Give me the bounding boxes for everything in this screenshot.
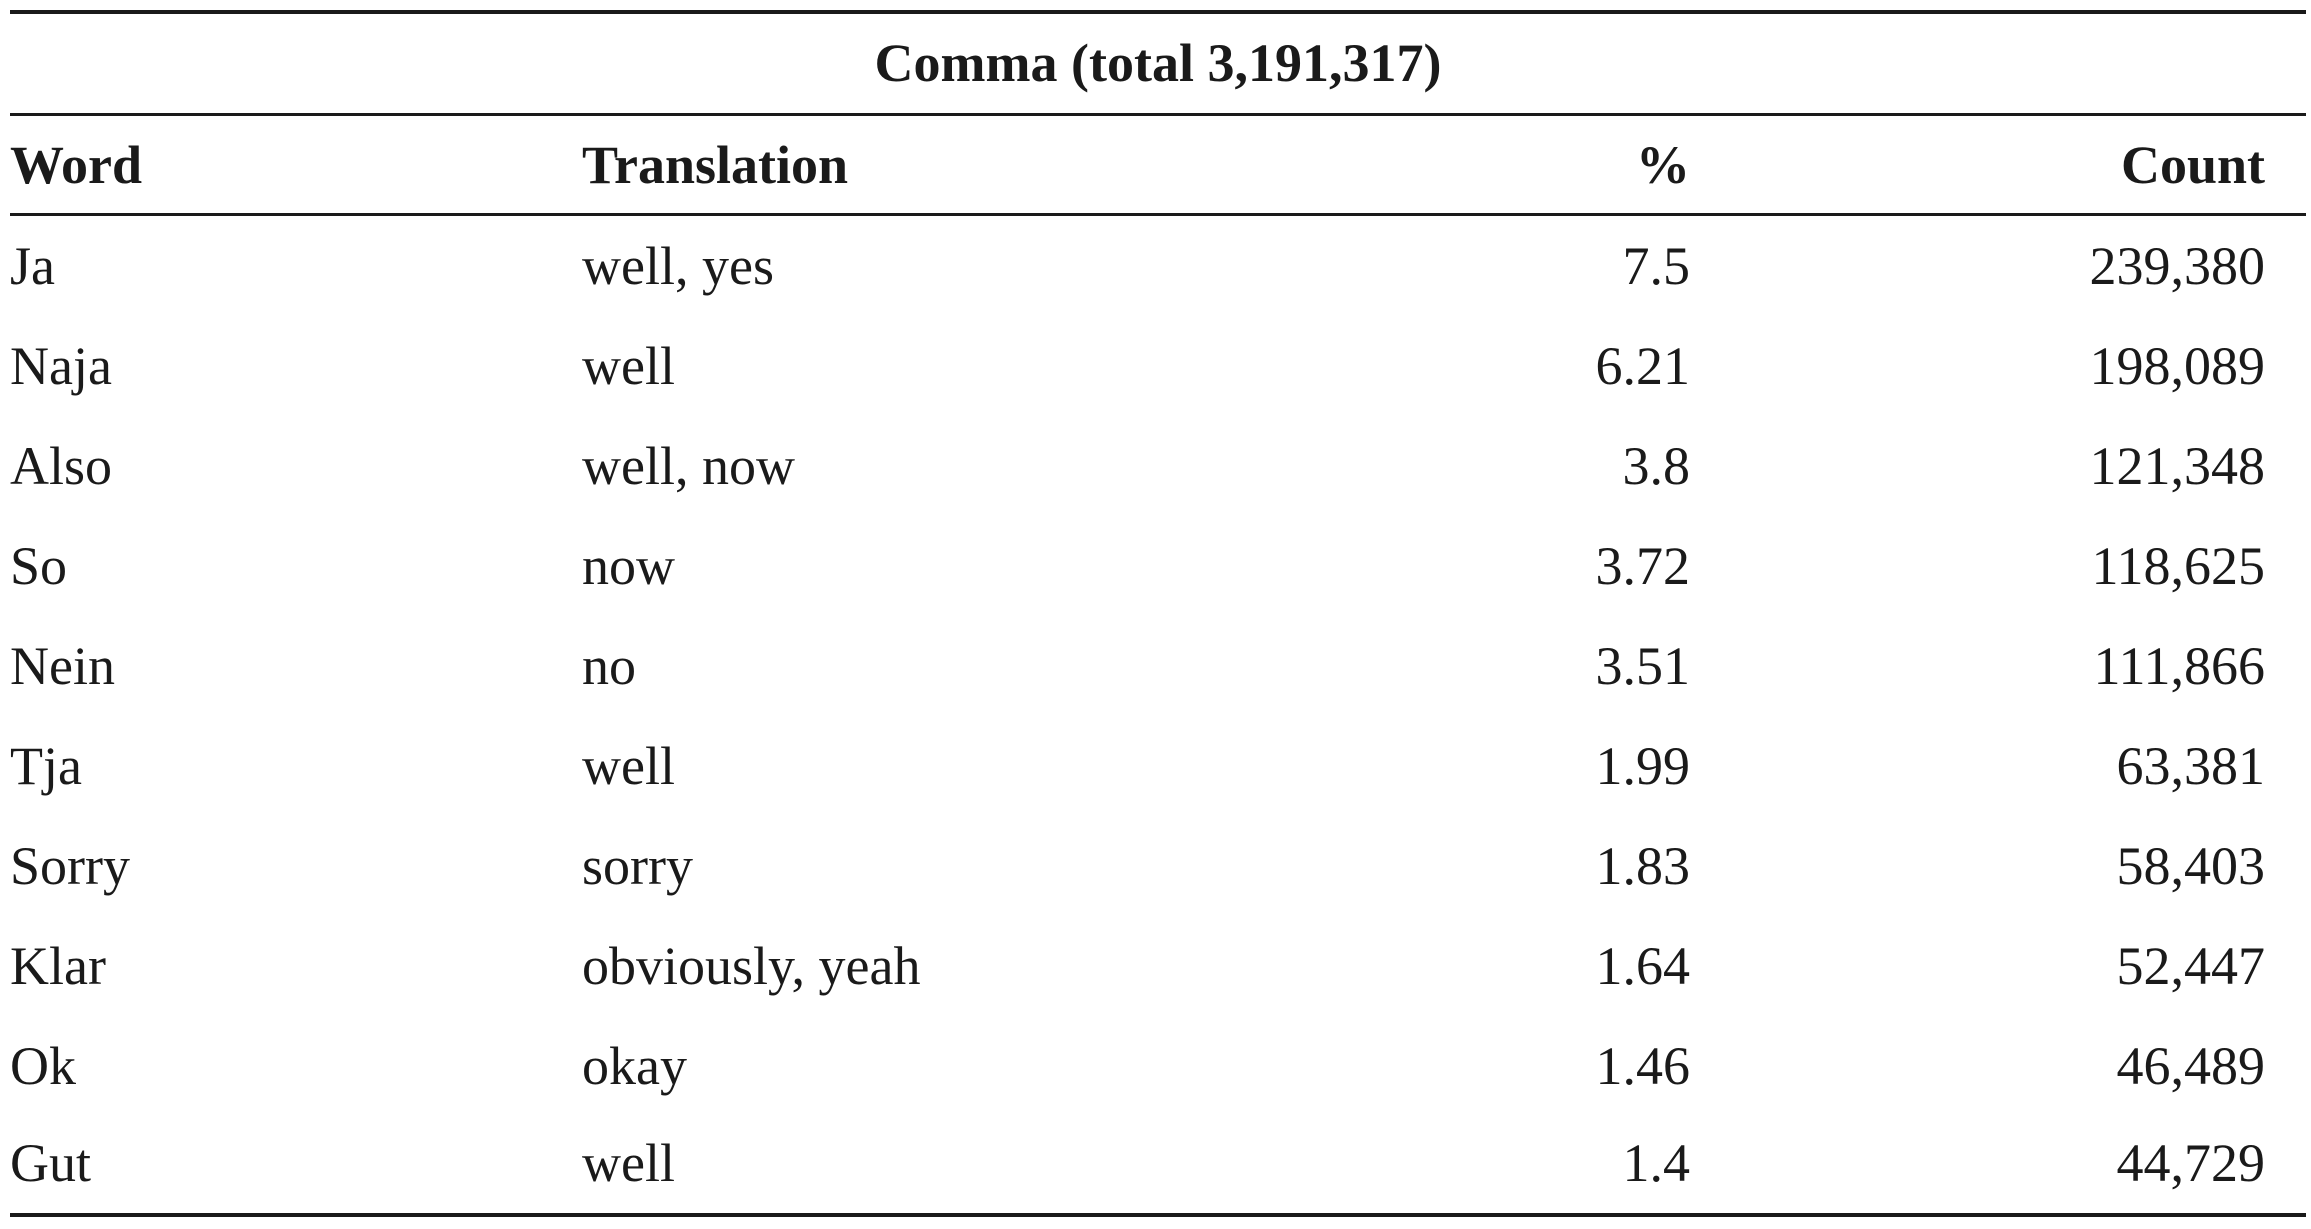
- cell-percent: 3.51: [1595, 636, 1691, 696]
- table-row: Klar obviously, yeah 1.64 52,447: [10, 916, 2306, 1016]
- table-row: Tja well 1.99 63,381: [10, 716, 2306, 816]
- cell-word: Tja: [10, 736, 82, 796]
- cell-count: 52,447: [2116, 936, 2266, 996]
- cell-word: Nein: [10, 636, 115, 696]
- top-rule: [10, 10, 2306, 14]
- table-row: Also well, now 3.8 121,348: [10, 416, 2306, 516]
- cell-count: 58,403: [2116, 836, 2266, 896]
- cell-percent: 7.5: [1622, 236, 1691, 296]
- cell-translation: well: [582, 336, 675, 396]
- cell-percent: 1.83: [1595, 836, 1691, 896]
- header-percent: %: [1636, 134, 1690, 195]
- table-row: Naja well 6.21 198,089: [10, 316, 2306, 416]
- cell-translation: well, now: [582, 436, 795, 496]
- cell-translation: well, yes: [582, 236, 774, 296]
- cell-translation: no: [582, 636, 636, 696]
- cell-translation: okay: [582, 1036, 687, 1096]
- cell-translation: sorry: [582, 836, 693, 896]
- cell-count: 118,625: [2091, 536, 2266, 596]
- cell-percent: 3.8: [1622, 436, 1691, 496]
- header-count: Count: [2120, 134, 2265, 195]
- table-row: Ja well, yes 7.5 239,380: [10, 216, 2306, 316]
- cell-word: So: [10, 536, 68, 596]
- table-row: Nein no 3.51 111,866: [10, 616, 2306, 716]
- bottom-rule: [10, 1213, 2306, 1217]
- table-row: Sorry sorry 1.83 58,403: [10, 816, 2306, 916]
- cell-percent: 3.72: [1595, 536, 1691, 596]
- cell-count: 46,489: [2116, 1036, 2266, 1096]
- cell-word: Klar: [10, 936, 106, 996]
- cell-count: 121,348: [2089, 436, 2266, 496]
- cell-percent: 6.21: [1595, 336, 1691, 396]
- cell-word: Naja: [10, 336, 112, 396]
- cell-translation: now: [582, 536, 675, 596]
- cell-word: Ja: [10, 236, 55, 296]
- cell-percent: 1.4: [1622, 1133, 1691, 1193]
- cell-word: Also: [10, 436, 113, 496]
- cell-count: 239,380: [2089, 236, 2266, 296]
- header-translation: Translation: [582, 134, 849, 195]
- cell-word: Ok: [10, 1036, 76, 1096]
- cell-translation: well: [582, 736, 675, 796]
- header-rule: [10, 213, 2306, 216]
- cell-word: Sorry: [10, 836, 130, 896]
- table-row: Gut well 1.4 44,729: [10, 1113, 2306, 1213]
- cell-percent: 1.64: [1595, 936, 1691, 996]
- header-word: Word: [10, 134, 143, 195]
- title-rule: [10, 113, 2306, 116]
- cell-count: 198,089: [2089, 336, 2266, 396]
- table-row: So now 3.72 118,625: [10, 516, 2306, 616]
- table-row: Ok okay 1.46 46,489: [10, 1016, 2306, 1116]
- cell-percent: 1.46: [1595, 1036, 1691, 1096]
- cell-count: 111,866: [2093, 636, 2266, 696]
- cell-percent: 1.99: [1595, 736, 1691, 796]
- cell-translation: well: [582, 1133, 675, 1193]
- header-row: Word Translation % Count: [10, 116, 2306, 213]
- table-title: Comma (total 3,191,317): [874, 33, 1442, 93]
- cell-count: 63,381: [2116, 736, 2266, 796]
- cell-count: 44,729: [2116, 1133, 2266, 1193]
- cell-word: Gut: [10, 1133, 91, 1193]
- cell-translation: obviously, yeah: [582, 936, 921, 996]
